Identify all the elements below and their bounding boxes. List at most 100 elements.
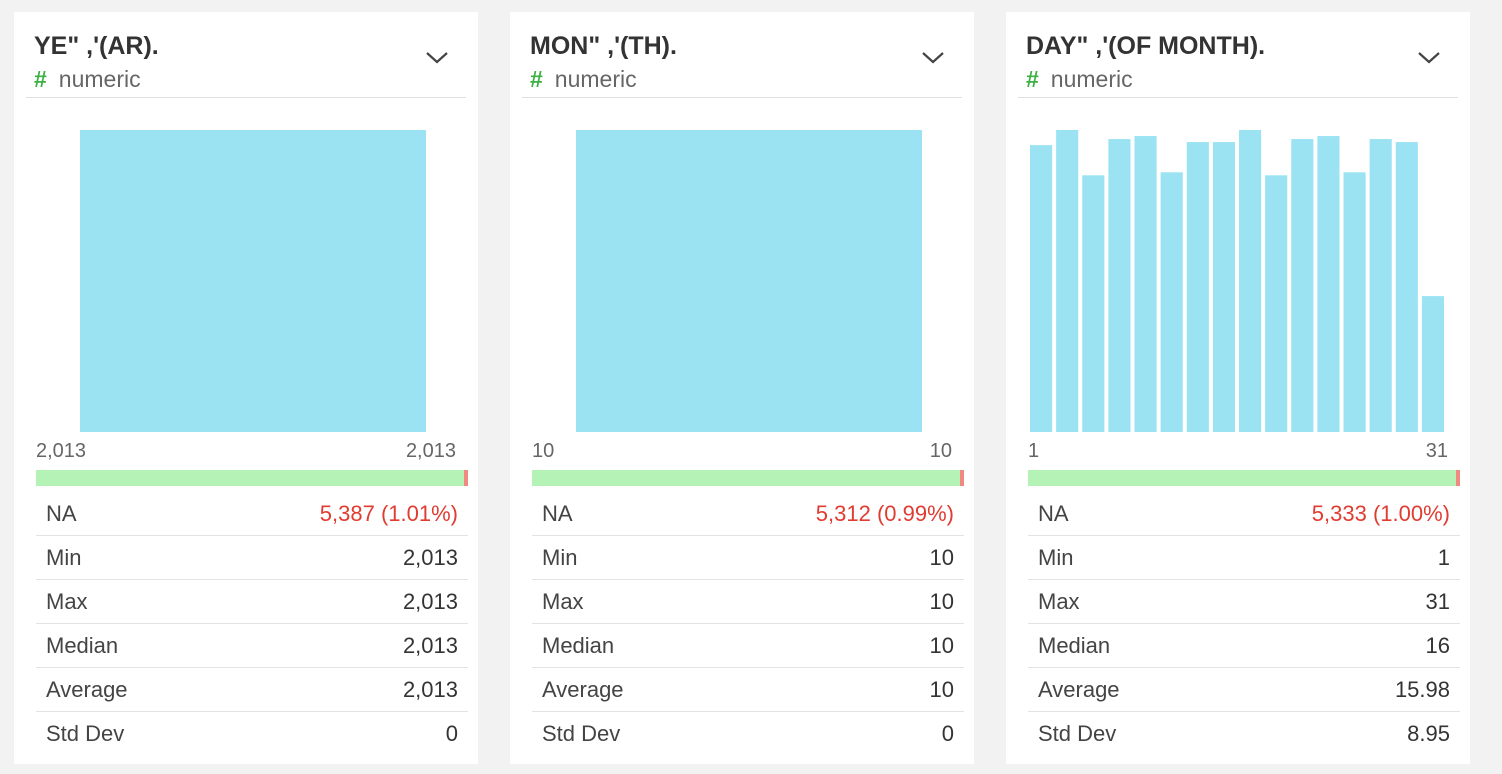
stat-label: Average — [542, 676, 624, 702]
stat-label: Average — [46, 676, 128, 702]
stat-value: 2,013 — [402, 676, 458, 702]
na-ratio-missing — [959, 470, 964, 486]
stat-value: 10 — [929, 632, 954, 658]
stat-value: 10 — [929, 588, 954, 614]
stat-row-max: Max 31 — [1028, 580, 1460, 624]
range-max-label: 31 — [1425, 440, 1448, 462]
column-type-label: numeric — [58, 66, 141, 92]
stat-label: Max — [542, 588, 584, 614]
range-max-label: 2,013 — [405, 440, 456, 462]
histogram — [576, 130, 922, 432]
range-min-label: 10 — [532, 440, 555, 462]
stat-value: 10 — [929, 676, 954, 702]
stat-row-average: Average 15.98 — [1028, 668, 1460, 712]
stat-label: Median — [542, 632, 615, 658]
stat-value: 16 — [1425, 632, 1450, 658]
column-name: YE" ,'(AR). — [34, 32, 159, 60]
histogram-bar[interactable] — [1030, 145, 1053, 432]
histogram-bar[interactable] — [1239, 130, 1262, 432]
column-type: # numeric — [1026, 66, 1133, 93]
histogram-bar[interactable] — [1056, 130, 1079, 432]
stat-label: Min — [1038, 544, 1074, 570]
histogram-bar[interactable] — [1134, 136, 1157, 433]
chevron-down-icon[interactable] — [920, 48, 946, 66]
na-ratio-bar — [1028, 470, 1460, 486]
column-type: # numeric — [530, 66, 637, 93]
stat-value: 5,387 (1.01%) — [319, 500, 458, 526]
column-name: MON" ,'(TH). — [530, 32, 677, 60]
stats-table: NA 5,333 (1.00%) Min 1 Max 31 Median 16 Average 1… — [1028, 492, 1460, 756]
card-header: DAY" ,'(OF MONTH). # numeric — [1018, 12, 1458, 98]
stat-label: Std Dev — [46, 721, 125, 746]
stat-value: 1 — [1437, 544, 1450, 570]
column-card-year: YE" ,'(AR). # numeric 2,013 2,013 NA 5,387… — [14, 12, 478, 764]
card-header: MON" ,'(TH). # numeric — [522, 12, 962, 98]
histogram-bar[interactable] — [1265, 175, 1288, 433]
stat-value: 10 — [929, 544, 954, 570]
stat-value: 2,013 — [402, 588, 458, 614]
stat-row-na: NA 5,333 (1.00%) — [1028, 492, 1460, 536]
histogram-bar[interactable] — [1317, 136, 1340, 433]
stat-row-std-dev: Std Dev 0 — [36, 712, 468, 756]
column-card-month: MON" ,'(TH). # numeric 10 10 NA 5,312 (0.9… — [510, 12, 974, 764]
na-ratio-bar — [36, 470, 468, 486]
chevron-down-icon[interactable] — [1416, 48, 1442, 66]
stat-label: NA — [46, 500, 77, 526]
column-card-day-of-month: DAY" ,'(OF MONTH). # numeric 1 31 NA 5,333… — [1006, 12, 1470, 764]
stat-row-median: Median 16 — [1028, 624, 1460, 668]
stat-row-max: Max 10 — [532, 580, 964, 624]
chevron-down-icon[interactable] — [424, 48, 450, 66]
stat-value: 8.95 — [1407, 721, 1450, 746]
stat-value: 2,013 — [402, 544, 458, 570]
column-type: # numeric — [34, 66, 141, 93]
stat-value: 5,312 (0.99%) — [815, 500, 954, 526]
range-min-label: 1 — [1028, 440, 1040, 462]
range-max-label: 10 — [929, 440, 952, 462]
stat-label: Min — [542, 544, 578, 570]
numeric-hash-icon: # — [34, 66, 47, 92]
histogram-bar[interactable] — [1343, 172, 1366, 432]
stat-row-na: NA 5,312 (0.99%) — [532, 492, 964, 536]
histogram-bar[interactable] — [1082, 175, 1105, 433]
stat-row-average: Average 2,013 — [36, 668, 468, 712]
card-header: YE" ,'(AR). # numeric — [26, 12, 466, 98]
histogram-bar[interactable] — [1160, 172, 1183, 432]
histogram-bar[interactable] — [1395, 142, 1418, 432]
histogram-bar[interactable] — [80, 130, 426, 432]
stat-label: Max — [46, 588, 88, 614]
histogram-bar[interactable] — [1186, 142, 1209, 432]
na-ratio-bar — [532, 470, 964, 486]
numeric-hash-icon: # — [530, 66, 543, 92]
histogram-bar[interactable] — [1369, 139, 1392, 432]
histogram-bar[interactable] — [576, 130, 922, 432]
stat-value: 2,013 — [402, 632, 458, 658]
stat-row-average: Average 10 — [532, 668, 964, 712]
stat-label: Median — [1038, 632, 1111, 658]
stats-table: NA 5,387 (1.01%) Min 2,013 Max 2,013 Median 2,0… — [36, 492, 468, 756]
range-min-label: 2,013 — [36, 440, 87, 462]
stat-row-median: Median 2,013 — [36, 624, 468, 668]
stat-row-median: Median 10 — [532, 624, 964, 668]
stat-row-min: Min 1 — [1028, 536, 1460, 580]
stat-row-std-dev: Std Dev 0 — [532, 712, 964, 756]
column-type-label: numeric — [554, 66, 637, 92]
stat-label: Min — [46, 544, 82, 570]
stat-label: Std Dev — [542, 721, 621, 746]
stat-label: Std Dev — [1038, 721, 1117, 746]
column-name: DAY" ,'(OF MONTH). — [1026, 32, 1266, 60]
histogram-bar[interactable] — [1291, 139, 1314, 432]
histogram-bar[interactable] — [1212, 142, 1235, 432]
stat-label: Average — [1038, 676, 1120, 702]
histogram-bar[interactable] — [1108, 139, 1131, 432]
stat-row-std-dev: Std Dev 8.95 — [1028, 712, 1460, 756]
na-ratio-missing — [463, 470, 468, 486]
stat-row-na: NA 5,387 (1.01%) — [36, 492, 468, 536]
numeric-hash-icon: # — [1026, 66, 1039, 92]
stat-value: 31 — [1425, 588, 1450, 614]
stat-value: 5,333 (1.00%) — [1311, 500, 1450, 526]
na-ratio-missing — [1455, 470, 1460, 486]
stat-row-min: Min 2,013 — [36, 536, 468, 580]
histogram-bar[interactable] — [1421, 296, 1444, 432]
histogram — [1030, 130, 1444, 433]
stat-row-min: Min 10 — [532, 536, 964, 580]
